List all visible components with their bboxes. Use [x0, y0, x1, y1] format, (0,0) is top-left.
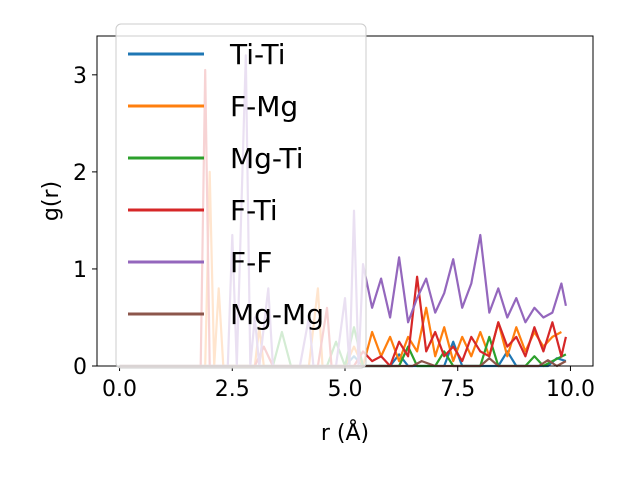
y-tick-label: 1 — [73, 258, 87, 283]
y-axis-label: g(r) — [39, 181, 64, 221]
legend-label-f-mg: F-Mg — [230, 90, 298, 123]
legend-label-f-ti: F-Ti — [230, 194, 278, 227]
legend-label-mg-ti: Mg-Ti — [230, 142, 304, 175]
x-tick-label: 5.0 — [328, 377, 363, 402]
y-tick-label: 2 — [73, 161, 87, 186]
legend-box — [115, 23, 367, 369]
x-tick-label: 2.5 — [215, 377, 250, 402]
axis-ticks: 0.0 2.5 5.0 7.5 10.0 0 1 2 3 — [73, 64, 595, 402]
legend-label-mg-mg: Mg-Mg — [230, 298, 324, 331]
x-tick-label: 10.0 — [546, 377, 595, 402]
x-axis-label: r (Å) — [321, 419, 369, 446]
y-tick-label: 3 — [73, 64, 87, 89]
y-tick-label: 0 — [73, 355, 87, 380]
legend: Ti-Ti F-Mg Mg-Ti F-Ti F-F Mg-Mg — [115, 23, 367, 369]
series-line-mg-mg — [119, 357, 567, 368]
x-tick-label: 0.0 — [102, 377, 137, 402]
x-tick-label: 7.5 — [440, 377, 475, 402]
legend-label-ti-ti: Ti-Ti — [229, 38, 286, 71]
legend-label-f-f: F-F — [230, 246, 272, 279]
